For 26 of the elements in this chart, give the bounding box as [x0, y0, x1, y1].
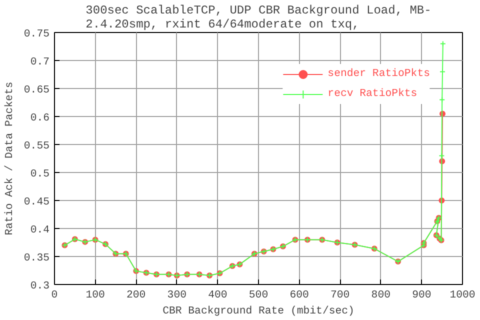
y-tick-label: 0.65: [24, 84, 50, 96]
y-tick-label: 0.75: [24, 28, 50, 40]
x-tick-label: 200: [126, 290, 146, 302]
y-tick-label: 0.4: [30, 224, 50, 236]
y-tick-label: 0.45: [24, 196, 50, 208]
y-axis-title: Ratio Ack / Data Packets: [4, 82, 16, 236]
legend-label: recv RatioPkts: [328, 88, 418, 100]
x-tick-label: 600: [290, 290, 309, 302]
x-tick-label: 800: [371, 290, 390, 302]
x-tick-label: 700: [330, 290, 350, 302]
chart-title: 300sec ScalableTCP, UDP CBR Background Load, MB- 2.4.20smp, rxint 64/64moderate on txq,: [86, 4, 432, 32]
x-tick-label: 500: [248, 290, 268, 302]
y-tick-label: 0.3: [30, 280, 50, 292]
x-tick-label: 300: [167, 290, 186, 302]
y-tick-label: 0.5: [30, 168, 50, 180]
y-tick-label: 0.7: [30, 56, 50, 68]
y-tick-label: 0.55: [24, 140, 50, 152]
y-tick-label: 0.6: [30, 112, 50, 124]
x-tick-label: 0: [51, 290, 58, 302]
x-tick-label: 1000: [450, 290, 476, 302]
x-tick-label: 900: [412, 290, 432, 302]
x-tick-label: 400: [208, 290, 228, 302]
y-tick-label: 0.35: [24, 252, 50, 264]
x-tick-label: 100: [86, 290, 105, 302]
x-axis-title: CBR Background Rate (mbit/sec): [162, 306, 354, 318]
legend-label: sender RatioPkts: [328, 68, 430, 80]
